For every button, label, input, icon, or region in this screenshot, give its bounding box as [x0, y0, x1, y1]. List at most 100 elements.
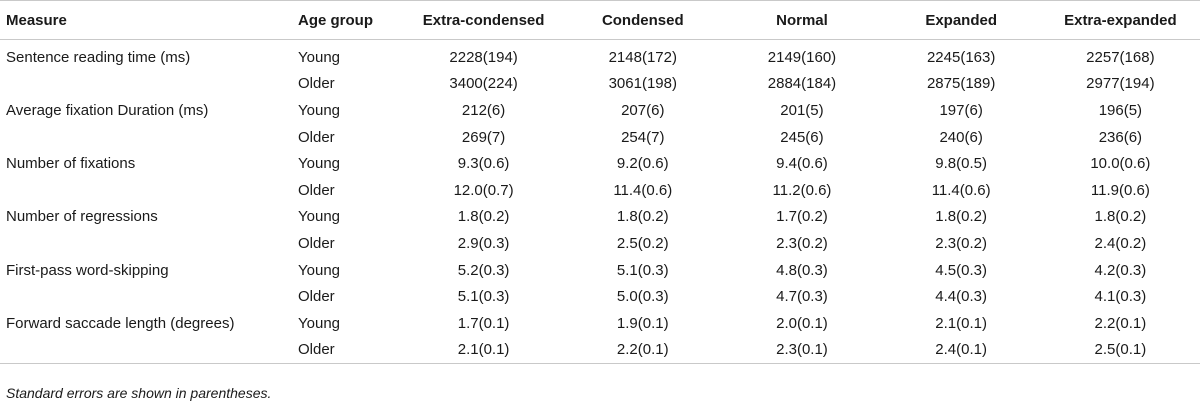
- cell-age-group: Young: [298, 314, 340, 332]
- table-row: First-pass word-skipping Young 5.2(0.3) 5.1…: [0, 257, 1200, 284]
- cell-value: 2.4(0.1): [881, 336, 1041, 365]
- table-row: Older 3400(224) 3061(198) 2884(184) 2875(189…: [0, 71, 1200, 98]
- cell-value: 5.1(0.3): [616, 261, 669, 279]
- cell-value: 1.7(0.1): [457, 314, 510, 332]
- cell-value: 2148(172): [608, 48, 677, 66]
- cell-value: 12.0(0.7): [453, 181, 514, 199]
- cell-value: 5.0(0.3): [616, 288, 669, 306]
- cell-value: 1.8(0.2): [1094, 208, 1147, 226]
- table-footnote: Standard errors are shown in parentheses…: [6, 385, 272, 401]
- header-extra-expanded: Extra-expanded: [1040, 0, 1200, 40]
- cell-value: 212(6): [461, 101, 506, 119]
- cell-value: 5.1(0.3): [457, 288, 510, 306]
- cell-measure: Sentence reading time (ms): [6, 48, 191, 66]
- table-row: Number of fixations Young 9.3(0.6) 9.2(0.6)…: [0, 150, 1200, 177]
- cell-value: 2245(163): [926, 48, 996, 66]
- cell-value: 4.4(0.3): [935, 288, 987, 306]
- table-row: Older 2.9(0.3) 2.5(0.2) 2.3(0.2) 2.3(0.2) 2.4…: [0, 230, 1200, 257]
- table-row: Number of regressions Young 1.8(0.2) 1.8(0.…: [0, 204, 1200, 231]
- cell-measure: Number of fixations: [6, 155, 136, 173]
- cell-value: 2149(160): [767, 48, 837, 66]
- table-row: Older 269(7) 254(7) 245(6) 240(6) 236(6): [0, 124, 1200, 151]
- cell-age-group: Young: [298, 101, 340, 119]
- cell-value: 2.5(0.1): [1040, 336, 1200, 365]
- cell-measure: Number of regressions: [6, 208, 158, 226]
- cell-value: 207(6): [621, 101, 665, 119]
- header-measure: Measure: [0, 0, 288, 40]
- cell-age-group: Older: [298, 181, 335, 199]
- cell-value: 196(5): [1098, 101, 1143, 119]
- cell-value: 10.0(0.6): [1090, 155, 1151, 173]
- header-age-group: Age group: [288, 0, 404, 40]
- cell-measure: Average fixation Duration (ms): [6, 101, 209, 119]
- cell-value: 9.3(0.6): [457, 155, 510, 173]
- cell-age-group: Older: [298, 234, 335, 252]
- cell-measure: Forward saccade length (degrees): [6, 314, 235, 332]
- cell-value: 2.9(0.3): [457, 234, 510, 252]
- cell-value: 11.4(0.6): [613, 181, 673, 199]
- cell-value: 5.2(0.3): [457, 261, 510, 279]
- cell-value: 236(6): [1098, 128, 1143, 146]
- cell-age-group: Older: [298, 75, 335, 93]
- table-row: Older 2.1(0.1) 2.2(0.1) 2.3(0.1) 2.4(0.1) 2.5…: [0, 336, 1200, 365]
- cell-value: 4.5(0.3): [935, 261, 987, 279]
- cell-measure: [0, 336, 288, 365]
- cell-value: 2977(194): [1086, 75, 1155, 93]
- header-extra-condensed: Extra-condensed: [404, 0, 564, 40]
- cell-value: 11.9(0.6): [1090, 181, 1150, 199]
- cell-value: 201(5): [780, 101, 824, 119]
- table-row: Older 5.1(0.3) 5.0(0.3) 4.7(0.3) 4.4(0.3) 4.1…: [0, 283, 1200, 310]
- cell-value: 2.3(0.1): [722, 336, 882, 365]
- cell-age-group: Young: [298, 261, 340, 279]
- cell-value: 11.2(0.6): [772, 181, 832, 199]
- table-row: Sentence reading time (ms) Young 2228(194)…: [0, 40, 1200, 71]
- cell-value: 1.8(0.2): [457, 208, 510, 226]
- cell-measure: [0, 124, 288, 151]
- cell-measure: [0, 71, 288, 98]
- cell-value: 9.8(0.5): [935, 155, 987, 173]
- cell-value: 2.1(0.1): [404, 336, 564, 365]
- cell-value: 2.0(0.1): [776, 314, 828, 332]
- cell-value: 2.2(0.1): [563, 336, 723, 365]
- header-expanded: Expanded: [881, 0, 1041, 40]
- cell-value: 9.2(0.6): [616, 155, 669, 173]
- cell-value: 9.4(0.6): [776, 155, 828, 173]
- cell-measure: First-pass word-skipping: [6, 261, 169, 279]
- header-condensed: Condensed: [563, 0, 723, 40]
- cell-value: 1.9(0.1): [616, 314, 669, 332]
- cell-value: 3400(224): [449, 75, 518, 93]
- cell-value: 4.2(0.3): [1094, 261, 1147, 279]
- cell-value: 254(7): [621, 128, 665, 146]
- cell-value: 2228(194): [449, 48, 518, 66]
- cell-age-group: Young: [298, 155, 340, 173]
- cell-value: 2.4(0.2): [1094, 234, 1147, 252]
- cell-age-group: Young: [298, 208, 340, 226]
- cell-age-group: Older: [288, 336, 404, 365]
- cell-value: 2.5(0.2): [616, 234, 669, 252]
- cell-value: 3061(198): [608, 75, 677, 93]
- cell-value: 1.7(0.2): [776, 208, 828, 226]
- cell-value: 1.8(0.2): [616, 208, 669, 226]
- table-row: Average fixation Duration (ms) Young 212(6…: [0, 97, 1200, 124]
- cell-measure: [0, 177, 288, 204]
- cell-value: 2.2(0.1): [1094, 314, 1147, 332]
- cell-value: 2257(168): [1086, 48, 1155, 66]
- cell-value: 11.4(0.6): [931, 181, 991, 199]
- cell-value: 240(6): [939, 128, 983, 146]
- cell-value: 245(6): [780, 128, 824, 146]
- cell-value: 2.3(0.2): [935, 234, 987, 252]
- cell-age-group: Older: [298, 128, 335, 146]
- cell-age-group: Older: [298, 288, 335, 306]
- cell-age-group: Young: [298, 48, 340, 66]
- cell-value: 1.8(0.2): [935, 208, 987, 226]
- cell-value: 2884(184): [767, 75, 837, 93]
- cell-value: 4.1(0.3): [1094, 288, 1147, 306]
- data-table: Measure Age group Extra-condensed Conden…: [0, 0, 1200, 365]
- table-row: Forward saccade length (degrees) Young 1.7…: [0, 310, 1200, 337]
- cell-value: 197(6): [939, 101, 983, 119]
- table-row: Older 12.0(0.7) 11.4(0.6) 11.2(0.6) 11.4(0.6…: [0, 177, 1200, 204]
- cell-value: 4.8(0.3): [776, 261, 828, 279]
- cell-value: 2.3(0.2): [776, 234, 828, 252]
- cell-value: 269(7): [461, 128, 506, 146]
